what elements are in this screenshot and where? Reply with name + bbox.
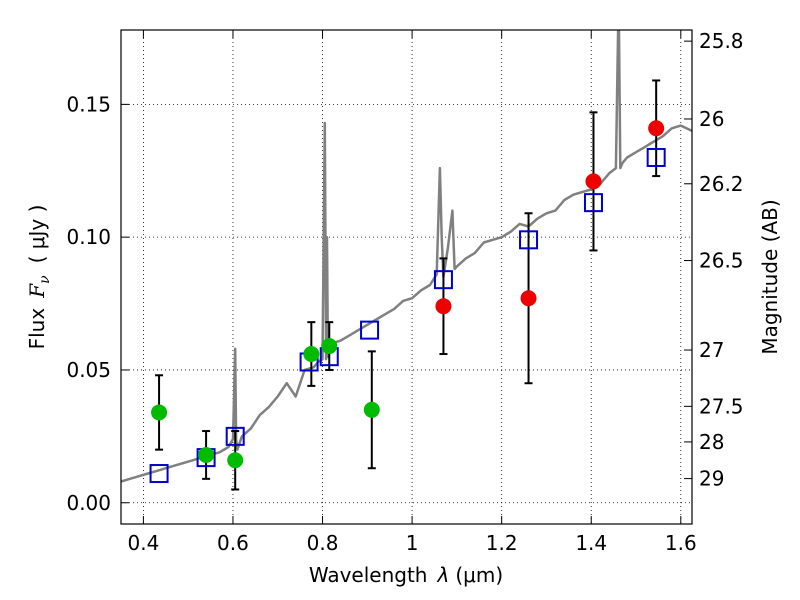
green-data-point — [151, 404, 168, 421]
y2-tick-label: 26.2 — [699, 172, 744, 196]
y2-tick-label: 29 — [699, 467, 724, 491]
x-tick-label: 1.2 — [486, 531, 518, 555]
y-tick-label: 0.00 — [66, 491, 111, 515]
model-photometry-square — [149, 464, 169, 484]
red-data-point — [435, 298, 452, 315]
model-photometry-square — [519, 230, 539, 250]
y2-tick-label: 26.5 — [699, 249, 744, 273]
model-photometry-square — [360, 320, 380, 340]
y2-tick-label: 28 — [699, 430, 724, 454]
y2-tick-label: 26 — [699, 107, 724, 131]
x-tick-label: 0.8 — [307, 531, 339, 555]
model-spectrum-line — [121, 30, 692, 483]
y-axis-title: FluxFν( μJy ) — [25, 205, 53, 350]
red-data-point — [648, 120, 665, 137]
y-tick-label: 0.05 — [66, 358, 111, 382]
y2-tick-label: 27.5 — [699, 394, 744, 418]
model-photometry-square — [583, 193, 603, 213]
y2-tick-label: 25.8 — [699, 29, 744, 53]
plot-frame — [120, 29, 693, 525]
y2-tick-label: 27 — [699, 338, 724, 362]
model-photometry-square — [433, 270, 453, 290]
green-data-point — [363, 401, 380, 418]
x-axis-title: Wavelength λ (μm) — [309, 563, 503, 587]
red-data-point — [520, 290, 537, 307]
green-data-point — [198, 446, 215, 463]
axis-ticks — [121, 30, 692, 524]
x-tick-label: 0.4 — [127, 531, 159, 555]
green-data-point — [227, 452, 244, 469]
x-tick-label: 0.6 — [217, 531, 249, 555]
y2-axis-title: Magnitude (AB) — [758, 199, 782, 354]
data-markers — [149, 120, 666, 484]
plot-area — [121, 30, 692, 491]
red-data-point — [585, 173, 602, 190]
x-tick-label: 1 — [406, 531, 419, 555]
model-photometry-square — [646, 147, 666, 167]
model-photometry-square — [225, 426, 245, 446]
x-tick-label: 1.6 — [665, 531, 697, 555]
y-tick-label: 0.10 — [66, 225, 111, 249]
x-tick-label: 1.4 — [575, 531, 607, 555]
tick-labels: 0.4 0.6 0.8 1 1.2 1.4 1.6 0.00 0.05 0.10 0.15 25.8 2… — [66, 29, 743, 555]
green-data-point — [321, 338, 338, 355]
y-tick-label: 0.15 — [66, 92, 111, 116]
green-data-point — [303, 346, 320, 363]
